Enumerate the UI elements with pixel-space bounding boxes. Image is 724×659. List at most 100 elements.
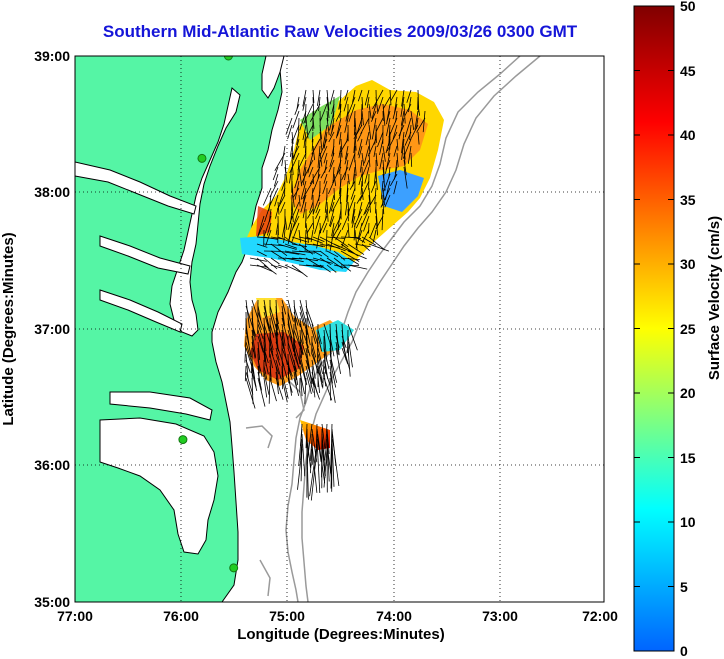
velocity-vector [382,145,386,162]
velocity-vector [302,96,307,111]
x-tick-label: 76:00 [163,608,199,624]
velocity-vector [284,250,306,256]
velocity-vector [336,159,342,175]
velocity-vector [323,371,327,387]
velocity-vector [385,152,391,174]
velocity-vector [270,257,280,265]
velocity-vector [317,347,323,367]
velocity-vector [368,187,371,206]
velocity-vector [371,103,377,119]
velocity-vector [284,236,293,244]
velocity-vector [279,187,286,205]
velocity-vector [344,89,349,101]
velocity-vector [299,359,307,384]
velocity-vector [389,89,392,106]
velocity-vector [300,194,307,213]
velocity-vector [312,145,315,161]
velocity-vector [316,428,326,484]
velocity-vector [326,201,329,222]
velocity-vector [335,335,340,348]
velocity-vector [281,305,286,326]
velocity-vector [347,257,360,265]
velocity-vector [389,173,398,187]
velocity-vector [304,124,314,142]
velocity-vector [317,89,321,106]
velocity-vector [354,236,366,243]
velocity-vector [257,371,262,391]
velocity-vector [284,215,288,231]
velocity-vector [317,377,320,393]
velocity-vector [291,138,294,158]
colorbar-tick-label: 30 [680,256,696,272]
velocity-vector [289,166,293,184]
velocity-vector [244,365,247,382]
velocity-vector [302,89,307,107]
velocity-vector [245,341,252,361]
velocity-vector [371,110,377,122]
colorbar-ticks [634,5,674,652]
velocity-vector [372,229,377,243]
velocity-vector [305,236,323,244]
velocity-vector [368,124,372,140]
velocity-vector [396,152,399,168]
velocity-vector [338,96,342,110]
y-tick-label: 36:00 [34,457,70,473]
velocity-vector [293,377,300,397]
velocity-vector [359,159,363,173]
velocity-vector [302,187,307,204]
velocity-vector [400,110,405,126]
velocity-vector [385,159,391,171]
velocity-vector [333,264,347,269]
velocity-vector [269,180,279,198]
velocity-vector [263,365,268,380]
velocity-vector [310,229,314,243]
velocity-vector [291,215,300,232]
velocity-vector [305,371,312,394]
velocity-vector [345,194,349,216]
velocity-vector [377,131,384,148]
velocity-vector [281,317,289,343]
colorbar-tick-label: 0 [680,643,688,659]
velocity-vector [311,347,319,374]
velocity-vector [277,250,300,255]
velocity-vector [339,138,349,155]
velocity-vector [322,222,328,233]
velocity-vector [392,103,398,120]
velocity-vector [344,152,349,165]
x-axis-title: Longitude (Degrees:Minutes) [237,626,445,643]
velocity-vector [326,428,330,455]
velocity-vector [364,194,377,215]
velocity-vector [355,215,363,229]
velocity-vector [245,329,252,358]
velocity-vector [329,89,335,105]
velocity-vector [380,180,384,200]
velocity-vector [353,124,356,136]
colorbar-tick-label: 50 [680,0,696,14]
velocity-vector [269,187,279,206]
velocity-vector [290,201,300,221]
radar-station-marker [223,56,233,61]
velocity-vector [403,103,406,124]
velocity-vector [298,229,301,243]
velocity-vector [263,264,277,275]
velocity-vector [275,208,279,219]
velocity-vector [410,110,415,130]
velocity-vector [360,103,363,126]
velocity-vector [277,243,297,250]
velocity-vector [294,180,300,200]
velocity-vector [277,236,298,246]
velocity-vector [305,323,311,346]
velocity-vector [270,243,288,257]
velocity-vector [284,257,304,263]
velocity-vector [333,243,354,254]
velocity-vector [414,110,419,130]
velocity-vector [299,365,303,397]
velocity-vector [311,443,318,493]
velocity-vector [328,159,335,173]
velocity-vector [304,229,307,252]
velocity-vector [307,208,314,219]
velocity-vector [291,159,294,175]
velocity-vector [325,229,328,252]
velocity-vector [326,110,329,122]
